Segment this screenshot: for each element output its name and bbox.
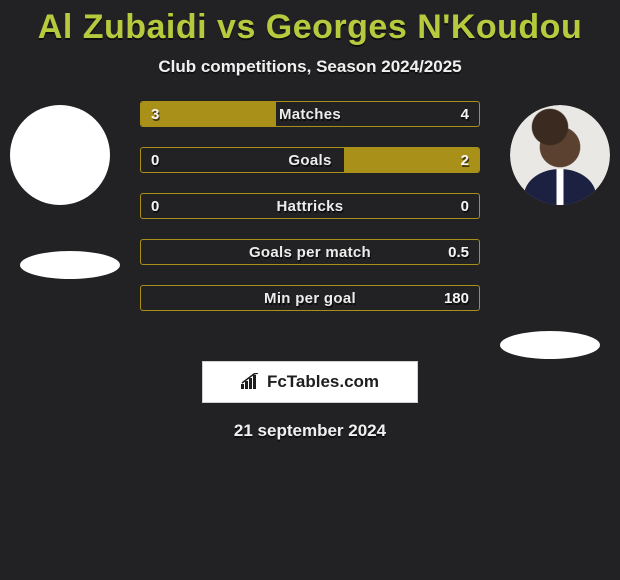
stat-label: Min per goal — [141, 286, 479, 310]
page-title: Al Zubaidi vs Georges N'Koudou — [0, 0, 620, 47]
brand-badge: FcTables.com — [202, 361, 418, 403]
player-right-flag — [500, 331, 600, 359]
stat-value-right: 4 — [461, 102, 469, 126]
stat-row: 0Goals2 — [140, 147, 480, 173]
stat-label: Matches — [141, 102, 479, 126]
page-subtitle: Club competitions, Season 2024/2025 — [0, 57, 620, 77]
player-left-avatar — [10, 105, 110, 205]
stat-value-right: 0 — [461, 194, 469, 218]
bar-chart-icon — [241, 373, 261, 391]
stat-row: Min per goal180 — [140, 285, 480, 311]
player-right-avatar — [510, 105, 610, 205]
stat-row: Goals per match0.5 — [140, 239, 480, 265]
snapshot-date: 21 september 2024 — [234, 421, 386, 441]
comparison-area: 3Matches40Goals20Hattricks0Goals per mat… — [0, 101, 620, 361]
stat-row: 0Hattricks0 — [140, 193, 480, 219]
stat-label: Goals — [141, 148, 479, 172]
player-left-flag — [20, 251, 120, 279]
stat-label: Hattricks — [141, 194, 479, 218]
stat-label: Goals per match — [141, 240, 479, 264]
brand-text: FcTables.com — [267, 372, 379, 392]
stat-bars: 3Matches40Goals20Hattricks0Goals per mat… — [140, 101, 480, 331]
footer: FcTables.com 21 september 2024 — [0, 361, 620, 441]
stat-value-right: 0.5 — [448, 240, 469, 264]
stat-row: 3Matches4 — [140, 101, 480, 127]
stat-value-right: 180 — [444, 286, 469, 310]
stat-value-right: 2 — [461, 148, 469, 172]
